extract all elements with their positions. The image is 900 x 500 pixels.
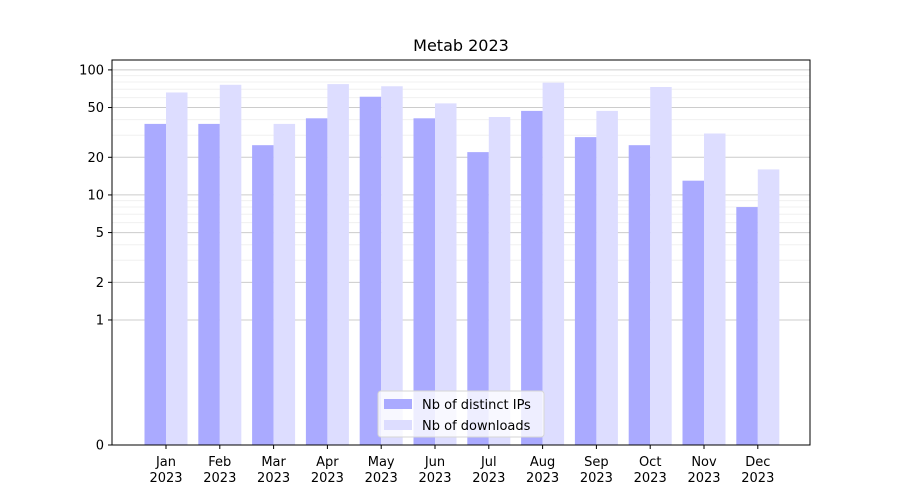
bar-distinct-ips-aug bbox=[521, 110, 543, 445]
x-tick-label-month: Apr bbox=[316, 455, 339, 470]
x-tick-label-month: May bbox=[368, 455, 395, 470]
bar-downloads-jun bbox=[435, 103, 457, 446]
x-tick-label-month: Dec bbox=[745, 455, 770, 470]
legend-box bbox=[377, 390, 545, 438]
x-tick-label-year: 2023 bbox=[526, 471, 559, 486]
bar-distinct-ips-feb bbox=[198, 123, 220, 445]
bar-downloads-feb bbox=[219, 84, 242, 445]
x-tick-label-year: 2023 bbox=[257, 471, 290, 486]
bar-distinct-ips-jul bbox=[467, 152, 489, 445]
bars bbox=[144, 82, 780, 446]
x-axis: Jan2023Feb2023Mar2023Apr2023May2023Jun20… bbox=[149, 445, 774, 486]
bar-downloads-jul bbox=[488, 117, 511, 445]
x-tick-label-month: Sep bbox=[584, 455, 609, 470]
x-tick-label-year: 2023 bbox=[311, 471, 344, 486]
x-tick-label-year: 2023 bbox=[472, 471, 505, 486]
y-tick-label: 1 bbox=[96, 313, 104, 328]
x-tick-label-year: 2023 bbox=[365, 471, 398, 486]
legend-label: Nb of distinct IPs bbox=[422, 398, 531, 413]
x-tick-label-month: Jul bbox=[480, 455, 497, 470]
y-tick-label: 2 bbox=[96, 276, 104, 291]
x-tick-label-year: 2023 bbox=[634, 471, 667, 486]
y-axis: 0 1 2 5 10 20 50 100 bbox=[79, 63, 112, 454]
bar-distinct-ips-may bbox=[359, 96, 382, 445]
y-tick-label: 100 bbox=[79, 63, 104, 78]
y-tick-label: 5 bbox=[96, 226, 104, 241]
bar-downloads-aug bbox=[542, 82, 565, 445]
bar-distinct-ips-nov bbox=[682, 180, 704, 445]
bar-downloads-oct bbox=[650, 86, 672, 445]
y-tick-label: 20 bbox=[87, 151, 104, 166]
chart-title: Metab 2023 bbox=[413, 36, 509, 55]
x-tick-label-year: 2023 bbox=[687, 471, 720, 486]
x-tick-label-month: Nov bbox=[691, 455, 717, 470]
legend-swatch bbox=[384, 399, 412, 409]
y-tick-label: 10 bbox=[87, 188, 104, 203]
bar-distinct-ips-mar bbox=[252, 145, 274, 445]
bar-downloads-may bbox=[381, 86, 403, 445]
bar-distinct-ips-dec bbox=[736, 207, 758, 445]
bar-downloads-sep bbox=[596, 110, 618, 445]
legend: Nb of distinct IPs Nb of downloads bbox=[377, 390, 545, 438]
bar-downloads-nov bbox=[704, 133, 726, 445]
bar-downloads-mar bbox=[273, 123, 296, 445]
x-tick-label-year: 2023 bbox=[203, 471, 236, 486]
y-tick-label: 0 bbox=[96, 439, 104, 454]
bar-distinct-ips-jun bbox=[413, 118, 435, 445]
bar-distinct-ips-oct bbox=[628, 145, 651, 445]
x-tick-label-year: 2023 bbox=[418, 471, 451, 486]
x-tick-label-month: Mar bbox=[261, 455, 286, 470]
bar-distinct-ips-sep bbox=[574, 137, 597, 445]
x-tick-label-month: Jun bbox=[424, 455, 445, 470]
plot-frame bbox=[111, 59, 811, 446]
x-tick-label-year: 2023 bbox=[149, 471, 182, 486]
bar-distinct-ips-jan bbox=[144, 123, 166, 445]
legend-label: Nb of downloads bbox=[422, 419, 531, 434]
bar-downloads-apr bbox=[327, 84, 349, 446]
bar-downloads-jan bbox=[166, 92, 188, 446]
x-tick-label-year: 2023 bbox=[580, 471, 613, 486]
x-tick-label-year: 2023 bbox=[741, 471, 774, 486]
x-tick-label-month: Jan bbox=[155, 455, 176, 470]
x-tick-label-month: Aug bbox=[530, 455, 555, 470]
x-tick-label-month: Oct bbox=[639, 455, 661, 470]
y-tick-label: 50 bbox=[87, 101, 104, 116]
bar-downloads-dec bbox=[757, 169, 780, 445]
bar-distinct-ips-apr bbox=[305, 118, 328, 445]
legend-swatch bbox=[384, 420, 412, 430]
x-tick-label-month: Feb bbox=[208, 455, 231, 470]
